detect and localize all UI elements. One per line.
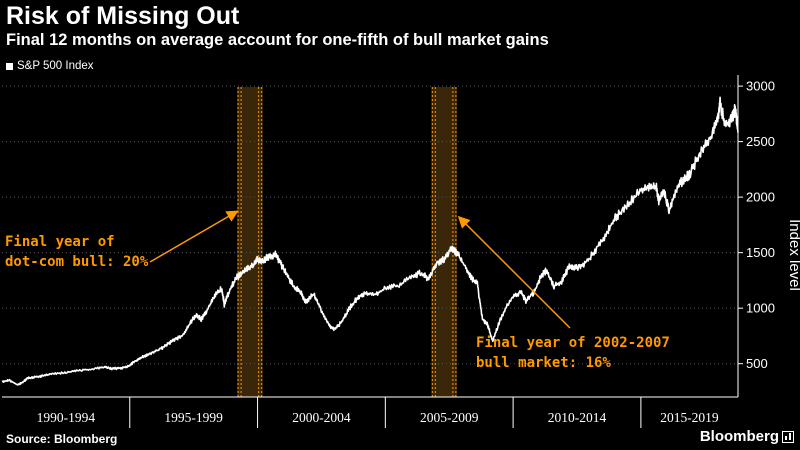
source-note: Source: Bloomberg <box>6 432 118 446</box>
brand-chart-icon <box>782 430 794 443</box>
y-axis-ticks: 500 1000 1500 2000 2500 3000 <box>737 75 775 397</box>
annotation-2002-2007-text: Final year of 2002-2007 <box>476 335 670 351</box>
annotation-dotcom-text: Final year of <box>5 234 115 250</box>
y-tick-label: 2000 <box>746 190 775 205</box>
sp500-series-line <box>1 96 739 386</box>
highlight-band <box>237 87 263 397</box>
y-axis-label: Index level <box>786 219 800 291</box>
x-category-label: 2000-2004 <box>292 410 351 425</box>
x-category-label: 1990-1994 <box>37 410 96 425</box>
legend-label: S&P 500 Index <box>17 60 94 72</box>
annotations: Final year of dot-com bull: 20% Final year… <box>5 210 670 371</box>
x-category-separators <box>2 396 738 428</box>
x-category-label: 2015-2019 <box>660 410 719 425</box>
chart-subtitle: Final 12 months on average account for o… <box>6 31 549 49</box>
annotation-dotcom-arrow <box>149 210 239 263</box>
brand-logo: Bloomberg <box>700 428 794 445</box>
y-gridlines <box>2 85 738 365</box>
highlight-band <box>431 87 457 397</box>
x-category-label: 2010-2014 <box>548 410 607 425</box>
y-tick-label: 1500 <box>746 245 775 260</box>
legend: S&P 500 Index <box>6 60 94 72</box>
y-tick-label: 1000 <box>746 301 775 316</box>
annotation-2002-2007-text: bull market: 16% <box>476 355 611 371</box>
y-tick-label: 3000 <box>746 79 775 94</box>
x-category-label: 2005-2009 <box>420 410 479 425</box>
annotation-dotcom-text: dot-com bull: 20% <box>5 254 149 270</box>
annotation-2002-2007-arrow <box>457 215 571 329</box>
brand-name: Bloomberg <box>699 428 779 445</box>
chart-title: Risk of Missing Out <box>6 2 240 30</box>
x-axis-categories: 1990-1994 1995-1999 2000-2004 2005-2009 2010… <box>37 410 719 425</box>
highlight-bands <box>237 87 457 397</box>
y-tick-label: 2500 <box>746 134 775 149</box>
legend-swatch <box>6 62 13 70</box>
y-tick-label: 500 <box>746 356 768 371</box>
x-category-label: 1995-1999 <box>164 410 223 425</box>
